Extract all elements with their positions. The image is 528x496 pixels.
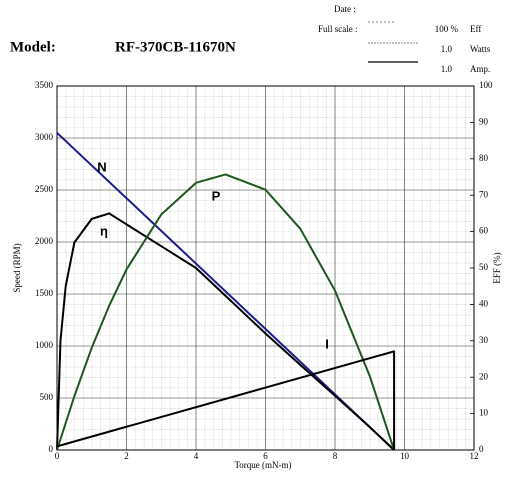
curve-label: η: [100, 223, 108, 238]
y2-tick-label: 100: [479, 80, 493, 90]
x-tick-label: 12: [470, 451, 479, 461]
y2-tick-label: 70: [479, 189, 489, 199]
date-label: Date :: [334, 4, 356, 14]
scale-unit: Eff: [470, 24, 481, 34]
scale-unit: Watts: [470, 44, 491, 54]
series-line: [56, 350, 396, 450]
y-axis-label: Speed (RPM): [12, 243, 22, 292]
y-tick-label: 1000: [35, 340, 54, 350]
x-axis-label: Torque (mN-m): [234, 460, 291, 470]
scale-unit: Amp.: [470, 64, 490, 74]
y2-tick-label: 50: [479, 262, 489, 272]
y-tick-label: 500: [40, 392, 54, 402]
curve-label: I: [325, 336, 329, 351]
x-tick-label: 0: [55, 451, 60, 461]
y-tick-label: 0: [49, 444, 54, 454]
y2-tick-label: 20: [479, 371, 489, 381]
y-tick-label: 1500: [35, 288, 54, 298]
y-tick-label: 2000: [35, 236, 54, 246]
y2-axis-label: EFF (%): [492, 252, 502, 283]
y2-tick-label: 30: [479, 335, 489, 345]
full-scale-label: Full scale :: [318, 24, 358, 34]
plot-frame: [56, 85, 475, 451]
y-tick-label: 3000: [35, 132, 54, 142]
x-tick-label: 6: [263, 451, 268, 461]
scale-value: 100 %: [435, 24, 459, 34]
series-line: [56, 173, 396, 451]
model: RF-370CB-11670N: [115, 39, 236, 55]
y2-tick-label: 60: [479, 226, 489, 236]
x-tick-label: 8: [333, 451, 338, 461]
y-tick-label: 3500: [35, 80, 54, 90]
scale-value: 1.0: [441, 64, 453, 74]
curve-label: N: [97, 159, 106, 174]
model-label: Model:: [10, 39, 56, 55]
y2-tick-label: 0: [479, 444, 484, 454]
series-line: [56, 212, 395, 451]
y2-tick-label: 40: [479, 298, 489, 308]
x-tick-label: 2: [124, 451, 129, 461]
y2-tick-label: 80: [479, 153, 489, 163]
x-tick-label: 10: [400, 451, 410, 461]
y2-tick-label: 90: [479, 116, 489, 126]
x-tick-label: 4: [194, 451, 199, 461]
y-tick-label: 2500: [35, 184, 54, 194]
curve-label: P: [212, 188, 221, 203]
y2-tick-label: 10: [479, 408, 489, 418]
scale-value: 1.0: [441, 44, 453, 54]
